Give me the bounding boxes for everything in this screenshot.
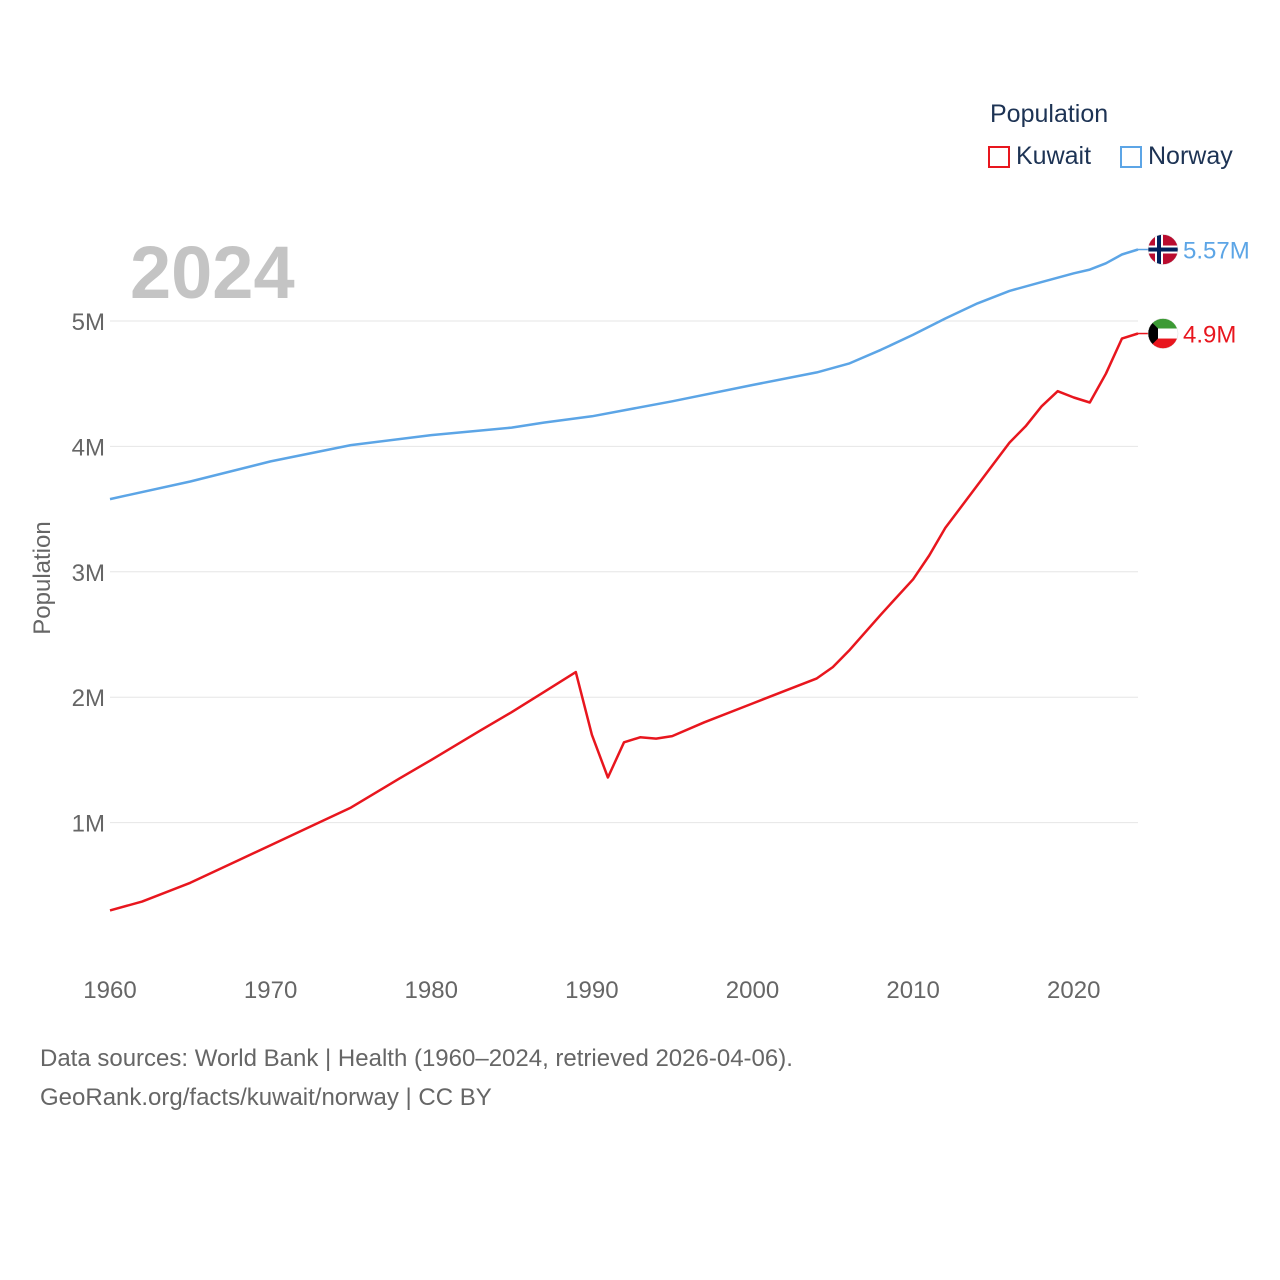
legend-swatch-kuwait — [988, 145, 1010, 168]
series-line-norway[interactable] — [109, 248, 1139, 501]
marker-layer: 4.9M 5.57M — [1138, 234, 1250, 349]
norway-flag-icon — [1147, 234, 1179, 265]
series-line-kuwait[interactable] — [109, 332, 1139, 912]
legend-title: Population — [990, 100, 1109, 128]
series-layer — [109, 248, 1139, 912]
y-axis-label: Population — [29, 521, 56, 634]
end-value-label-norway: 5.57M — [1183, 238, 1250, 265]
x-tick-label: 1980 — [405, 977, 458, 1004]
legend-label-norway: Norway — [1148, 142, 1233, 170]
x-tick-label: 1960 — [83, 977, 136, 1004]
axis-layer: 1M 2M 3M 4M 5M 1960 1970 1980 1990 2000 2010 2020 — [72, 309, 1101, 1004]
y-tick-label: 5M — [72, 309, 105, 336]
y-tick-label: 4M — [72, 434, 105, 461]
x-tick-label: 1970 — [244, 977, 297, 1004]
x-tick-label: 1990 — [565, 977, 618, 1004]
y-tick-label: 3M — [72, 560, 105, 587]
footer-sources: Data sources: World Bank | Health (1960–… — [40, 1045, 793, 1072]
end-value-label-kuwait: 4.9M — [1183, 322, 1236, 349]
kuwait-flag-icon — [1147, 318, 1179, 349]
y-tick-label: 1M — [72, 811, 105, 838]
x-tick-label: 2000 — [726, 977, 779, 1004]
footer-link[interactable]: GeoRank.org/facts/kuwait/norway | CC BY — [40, 1084, 492, 1111]
legend-item-kuwait[interactable]: Kuwait — [988, 142, 1091, 171]
legend-item-norway[interactable]: Norway — [1120, 142, 1233, 171]
year-label: 2024 — [130, 231, 295, 314]
y-tick-label: 2M — [72, 685, 105, 712]
grid-layer — [110, 320, 1138, 824]
x-tick-label: 2010 — [886, 977, 939, 1004]
legend-label-kuwait: Kuwait — [1016, 142, 1092, 170]
x-tick-label: 2020 — [1047, 977, 1100, 1004]
legend-swatch-norway — [1120, 145, 1142, 168]
